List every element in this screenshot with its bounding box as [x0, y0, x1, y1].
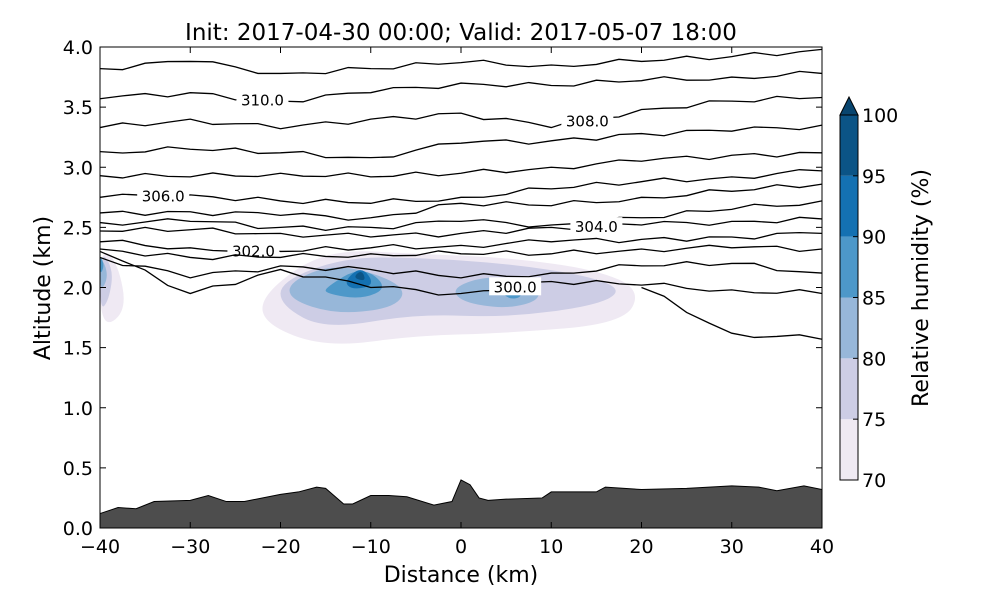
colorbar-segment [840, 175, 858, 237]
isentrope-line [99, 231, 823, 253]
colorbar-label: Relative humidity (%) [909, 169, 934, 407]
x-tick-label: 10 [539, 536, 563, 558]
colorbar-segment [840, 297, 858, 359]
isentrope-label-bg [137, 186, 190, 205]
y-tick-label: 2.5 [63, 217, 93, 239]
colorbar-tick-label: 75 [862, 409, 886, 431]
x-tick-label: 30 [720, 536, 744, 558]
y-tick-label: 1.5 [63, 338, 93, 360]
colorbar-extend-arrow [839, 95, 859, 116]
x-tick-label: −20 [260, 536, 300, 558]
y-tick-label: 3.0 [63, 157, 93, 179]
isentrope-line [99, 256, 823, 279]
isentrope-line [99, 250, 823, 296]
colorbar-tick-label: 85 [862, 288, 886, 310]
colorbar-segment [840, 236, 858, 298]
x-tick-label: 0 [455, 536, 467, 558]
isentrope-label-bg [561, 111, 614, 130]
isentrope-line [99, 169, 823, 205]
isentrope-label: 308.0 [566, 112, 609, 130]
x-tick-label: 40 [810, 536, 834, 558]
x-tick-label: −30 [170, 536, 210, 558]
isentrope-line [99, 95, 823, 130]
humidity-region-85 [100, 257, 104, 273]
chart-title: Init: 2017-04-30 00:00; Valid: 2017-05-0… [185, 20, 737, 46]
isentrope-label: 300.0 [494, 278, 537, 296]
humidity-region-95 [355, 271, 365, 281]
isentrope-line [99, 244, 823, 261]
y-tick-label: 3.5 [63, 97, 93, 119]
y-tick-label: 2.0 [63, 278, 93, 300]
isentrope-line [99, 200, 823, 232]
isentrope-label: 306.0 [142, 188, 185, 206]
x-axis-label: Distance (km) [384, 563, 539, 588]
colorbar-tick-label: 70 [862, 470, 886, 492]
x-tick-label: −10 [351, 536, 391, 558]
x-tick-label: 20 [629, 536, 653, 558]
isentrope-line [99, 216, 823, 238]
x-tick-label: −40 [80, 536, 120, 558]
colorbar-tick-label: 100 [862, 105, 898, 127]
isentrope-line [99, 151, 823, 179]
colorbar-tick-label: 80 [862, 348, 886, 370]
isentrope-line [641, 286, 823, 340]
isentrope-line [99, 124, 823, 159]
colorbar-segment [840, 419, 858, 480]
isentrope-label: 304.0 [575, 218, 618, 236]
isentrope-label: 310.0 [241, 91, 284, 109]
colorbar-segment [840, 115, 858, 176]
terrain [99, 479, 823, 529]
y-tick-label: 1.0 [63, 398, 93, 420]
colorbar-tick-label: 90 [862, 227, 886, 249]
y-tick-label: 4.0 [63, 37, 93, 59]
y-axis-label: Altitude (km) [31, 216, 56, 360]
y-tick-label: 0.0 [63, 518, 93, 540]
isentrope-label-bg [489, 277, 542, 296]
colorbar-tick-label: 95 [862, 166, 886, 188]
colorbar: 70 75 80 85 90 95 100 [839, 95, 898, 492]
isentrope-line [99, 70, 823, 103]
y-tick-label: 0.5 [63, 458, 93, 480]
colorbar-segment [840, 358, 858, 420]
isentrope-label-bg [236, 90, 289, 109]
isentrope-line [99, 183, 823, 221]
isentrope-label-bg [570, 217, 623, 236]
isentrope-line [99, 48, 823, 75]
